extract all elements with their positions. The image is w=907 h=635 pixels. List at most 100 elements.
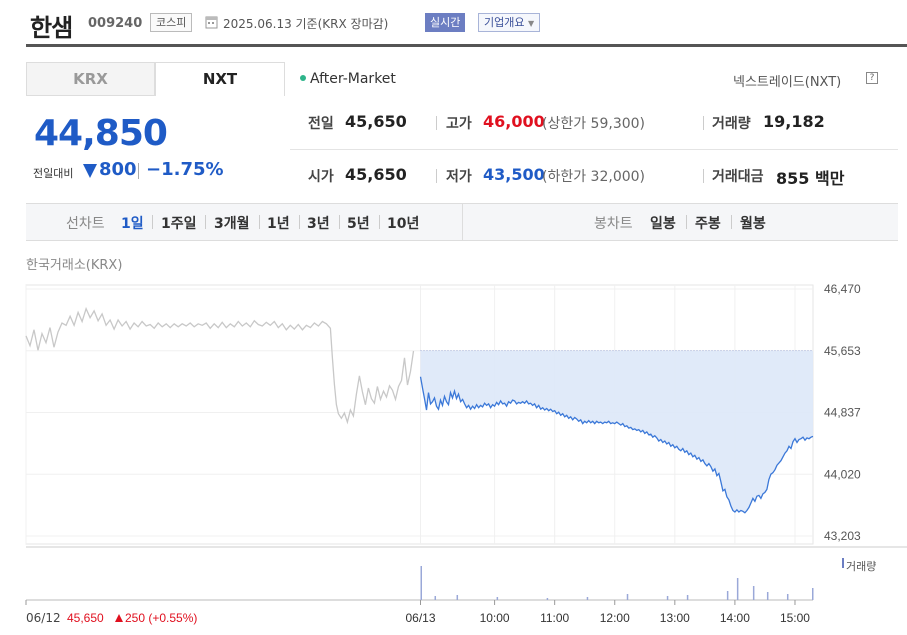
stat-divider: [436, 116, 437, 130]
y-tick-label: 44,837: [824, 406, 861, 420]
period-divider: [339, 215, 340, 229]
tab-nxt[interactable]: NXT: [155, 62, 285, 96]
x-tick-label: 10:00: [480, 611, 510, 625]
price-line-06-13: [419, 376, 814, 514]
change-label: 전일대비: [33, 167, 74, 180]
period-10y[interactable]: 10년: [387, 216, 420, 232]
y-tick-label: 44,020: [824, 467, 861, 481]
x-tick-label: 14:00: [720, 611, 750, 625]
volume-bar: [686, 595, 689, 600]
period-divider: [152, 215, 153, 229]
x-tick-label: 15:00: [780, 611, 810, 625]
nextrade-link[interactable]: 넥스트레이드(NXT): [733, 75, 842, 90]
amount-value: 855 백만: [776, 169, 845, 188]
low-label: 저가: [446, 169, 472, 185]
change-percent: −1.75%: [146, 159, 224, 180]
volume-bar: [496, 597, 499, 600]
up-arrow-icon: [115, 614, 123, 622]
stat-divider: [703, 116, 704, 130]
down-arrow-icon: [83, 164, 97, 178]
volume-bar: [546, 598, 549, 600]
prev-change-footer: 250 (+0.55%): [125, 611, 197, 625]
change-divider: [138, 163, 139, 179]
prev-close-label: 전일: [308, 116, 334, 132]
volume-bar: [434, 596, 437, 600]
volume-bar: [766, 592, 769, 600]
y-tick-label: 43,203: [824, 529, 861, 543]
bar-divider: [462, 204, 463, 240]
price-line-06-12: [25, 306, 415, 425]
period-1w[interactable]: 1주일: [161, 216, 197, 232]
realtime-button[interactable]: 실시간: [425, 13, 466, 32]
volume-bar: [736, 578, 739, 600]
candle-chart-label: 봉차트: [594, 216, 633, 232]
market-badge: 코스피: [150, 13, 193, 32]
prev-date: 06/12: [26, 611, 61, 625]
status-dot-icon: [300, 75, 306, 81]
company-info-label: 기업개요: [484, 16, 525, 29]
low-value: 43,500: [483, 165, 545, 184]
x-tick-label: 13:00: [660, 611, 690, 625]
stats-divider: [290, 149, 898, 150]
volume-bar: [811, 588, 814, 600]
tab-krx[interactable]: KRX: [26, 62, 155, 96]
x-tick-label: 12:00: [600, 611, 630, 625]
volume-bar: [420, 566, 423, 600]
period-1y[interactable]: 1년: [267, 216, 290, 232]
x-tick-label: 06/13: [405, 611, 435, 625]
period-divider: [299, 215, 300, 229]
volume-bar: [456, 595, 459, 600]
x-tick-label: 11:00: [540, 611, 569, 625]
volume-bar: [666, 596, 669, 600]
period-divider: [259, 215, 260, 229]
candle-weekly[interactable]: 주봉: [695, 216, 721, 232]
volume-bar: [586, 597, 589, 600]
volume-bar: [626, 594, 629, 600]
volume-label: 거래량: [712, 116, 751, 132]
amount-label: 거래대금: [712, 169, 764, 185]
company-info-button[interactable]: 기업개요 ▼: [478, 13, 541, 32]
period-1d[interactable]: 1일: [121, 216, 144, 232]
period-divider: [205, 215, 206, 229]
volume-legend-icon: [842, 558, 844, 568]
lower-limit: (하한가 32,000): [542, 169, 646, 185]
stat-divider: [703, 169, 704, 183]
change-value: 800: [99, 159, 137, 180]
open-label: 시가: [308, 169, 334, 185]
volume-value: 19,182: [763, 112, 825, 131]
upper-limit: (상한가 59,300): [542, 116, 646, 132]
period-divider: [731, 215, 732, 229]
calendar-icon: [205, 16, 218, 29]
prev-close-value: 45,650: [345, 112, 407, 131]
stock-code: 009240: [88, 16, 143, 31]
price-area-fill: [420, 350, 813, 513]
high-value: 46,000: [483, 112, 545, 131]
open-value: 45,650: [345, 165, 407, 184]
company-name: 한샘: [30, 14, 73, 42]
period-3m[interactable]: 3개월: [214, 216, 250, 232]
period-5y[interactable]: 5년: [347, 216, 370, 232]
exchange-label: 한국거래소(KRX): [26, 258, 123, 273]
period-divider: [686, 215, 687, 229]
session-label: After-Market: [310, 71, 396, 87]
base-date: 2025.06.13 기준(KRX 장마감): [223, 17, 389, 31]
y-tick-label: 45,653: [824, 344, 861, 358]
current-price: 44,850: [34, 113, 168, 154]
period-divider: [379, 215, 380, 229]
candle-daily[interactable]: 일봉: [650, 216, 676, 232]
volume-bar: [726, 591, 729, 600]
volume-legend-label: 거래량: [846, 560, 877, 573]
chevron-down-icon: ▼: [527, 19, 535, 28]
line-chart-label: 선차트: [66, 216, 105, 232]
stat-divider: [436, 169, 437, 183]
volume-bar: [786, 594, 789, 600]
y-tick-label: 46,470: [824, 282, 861, 296]
high-label: 고가: [446, 116, 472, 132]
volume-bar: [752, 586, 755, 600]
candle-monthly[interactable]: 월봉: [740, 216, 766, 232]
help-icon[interactable]: ?: [866, 72, 878, 84]
header-divider: [26, 44, 907, 47]
prev-close-footer: 45,650: [67, 611, 104, 625]
period-3y[interactable]: 3년: [307, 216, 330, 232]
